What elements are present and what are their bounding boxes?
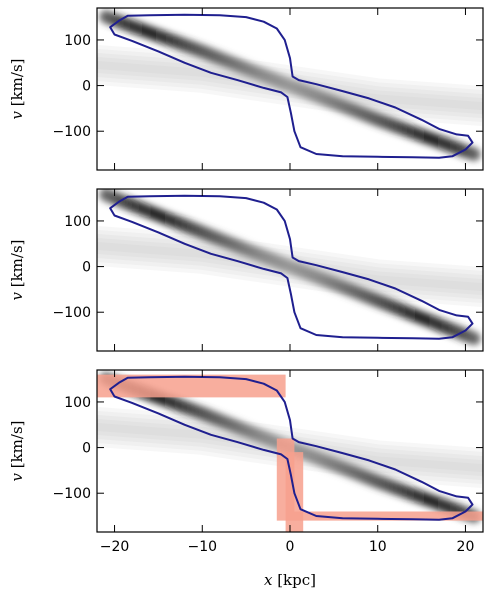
emission-band bbox=[99, 10, 481, 161]
y-tick-label: 0 bbox=[82, 260, 91, 276]
y-axis-unit: [km/s] bbox=[8, 239, 26, 292]
x-tick-label: 20 bbox=[457, 539, 475, 555]
rotation-curve-contour bbox=[109, 194, 474, 340]
y-axis-var: v bbox=[8, 473, 26, 482]
emission-band bbox=[99, 189, 481, 345]
x-axis-var: x bbox=[264, 571, 273, 589]
y-tick-label: 0 bbox=[82, 79, 91, 95]
y-axis-unit: [km/s] bbox=[8, 58, 26, 111]
y-tick-label: −100 bbox=[53, 486, 91, 502]
y-tick-label: 100 bbox=[64, 33, 91, 49]
y-axis-label: v [km/s] bbox=[8, 420, 26, 481]
y-tick-label: −100 bbox=[53, 305, 91, 321]
rotation-curve-contour bbox=[109, 375, 474, 521]
y-axis-label: v [km/s] bbox=[8, 58, 26, 119]
y-axis-var: v bbox=[8, 111, 26, 120]
x-axis-label: x [kpc] bbox=[264, 571, 316, 589]
y-axis-label: v [km/s] bbox=[8, 239, 26, 300]
y-tick-label: 100 bbox=[64, 214, 91, 230]
y-axis-unit: [km/s] bbox=[8, 420, 26, 473]
x-tick-label: 0 bbox=[286, 539, 295, 555]
x-tick-label: −10 bbox=[187, 539, 217, 555]
panel-middle: −100 0 100 v [km/s] bbox=[8, 188, 484, 352]
y-tick-label: 0 bbox=[82, 441, 91, 457]
rotation-curve-contour bbox=[109, 13, 474, 159]
mask-region-left bbox=[97, 374, 304, 532]
panel-top: −100 0 100 v [km/s] bbox=[8, 7, 484, 171]
x-tick-label: 10 bbox=[369, 539, 387, 555]
x-tick-label: −20 bbox=[100, 539, 130, 555]
y-tick-label: 100 bbox=[64, 395, 91, 411]
y-tick-label: −100 bbox=[53, 124, 91, 140]
y-axis-var: v bbox=[8, 292, 26, 301]
x-axis-unit: [kpc] bbox=[272, 571, 316, 589]
